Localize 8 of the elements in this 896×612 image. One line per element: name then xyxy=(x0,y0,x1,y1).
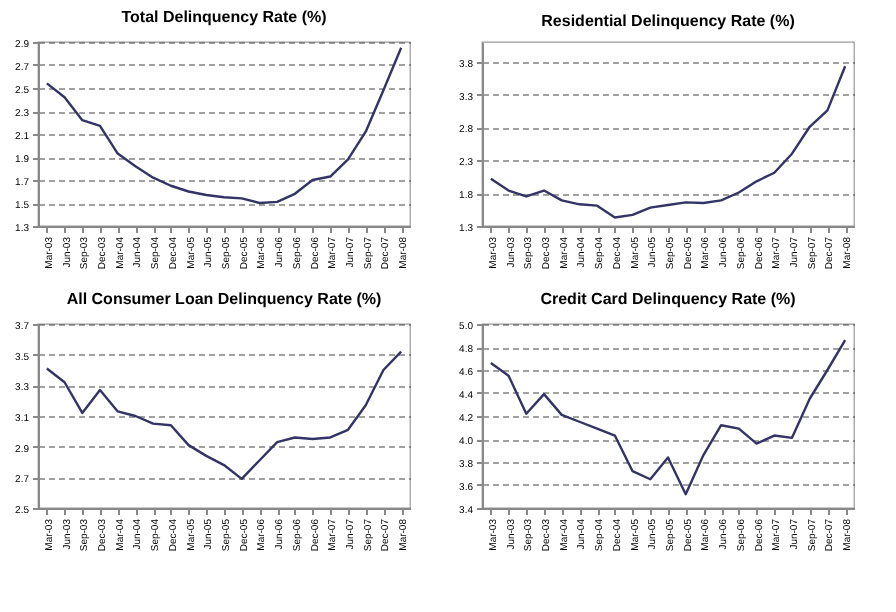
chart-title: All Consumer Loan Delinquency Rate (%) xyxy=(66,290,383,308)
chart-title: Residential Delinquency Rate (%) xyxy=(541,12,796,30)
line-series xyxy=(489,65,847,219)
line-series xyxy=(45,46,403,205)
chart-title: Credit Card Delinquency Rate (%) xyxy=(540,290,797,308)
chart-title: Total Delinquency Rate (%) xyxy=(121,8,328,26)
line-series xyxy=(45,350,403,481)
line-series xyxy=(489,338,847,496)
